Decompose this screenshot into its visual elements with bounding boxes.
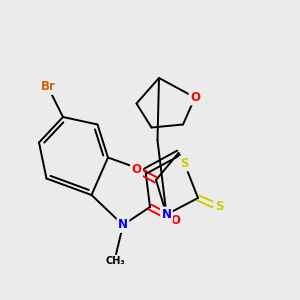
Text: O: O — [131, 163, 142, 176]
Text: O: O — [170, 214, 181, 227]
Text: N: N — [118, 218, 128, 232]
Text: O: O — [190, 91, 200, 104]
Text: N: N — [161, 208, 172, 221]
Text: CH₃: CH₃ — [106, 256, 125, 266]
Text: S: S — [215, 200, 223, 214]
Text: S: S — [180, 157, 189, 170]
Text: Br: Br — [40, 80, 56, 94]
